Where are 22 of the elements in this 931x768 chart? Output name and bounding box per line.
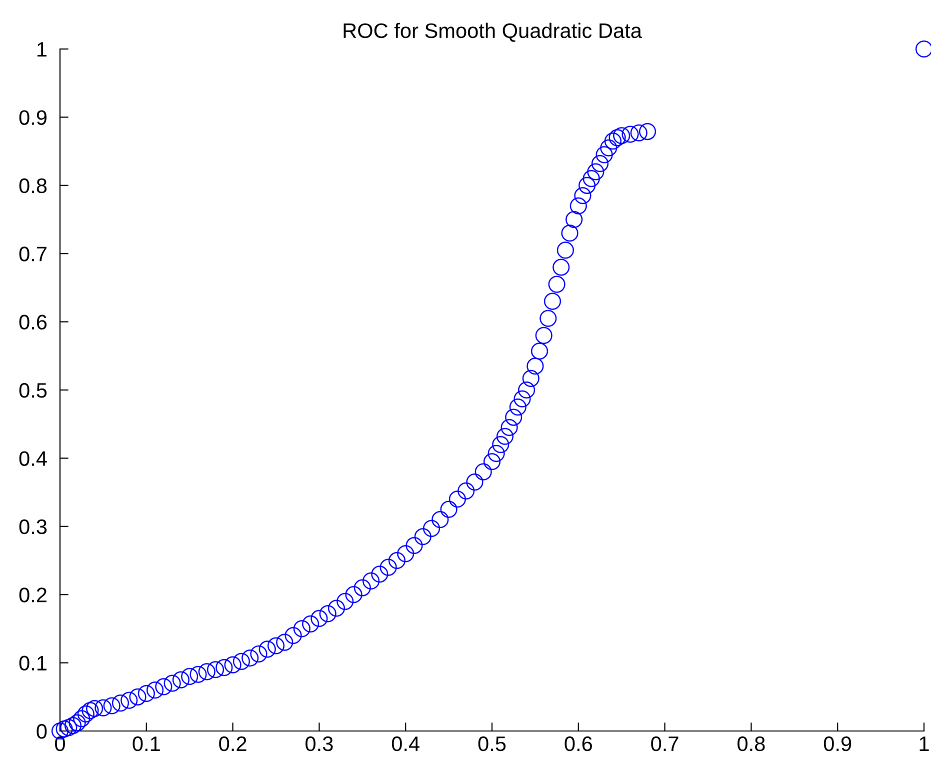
x-tick-label: 0.7	[651, 736, 678, 752]
x-tick-label: 1	[920, 736, 929, 751]
y-tick-label: 0.6	[19, 314, 47, 330]
y-tick-label: 0.5	[19, 383, 47, 398]
x-tick-label: 0.4	[392, 736, 420, 752]
x-tick-label: 0.9	[824, 736, 852, 752]
y-tick-label: 0.8	[19, 178, 47, 194]
x-tick-label: 0.2	[219, 736, 246, 752]
y-tick-label: 0.9	[19, 110, 47, 125]
y-tick-label: 0	[36, 724, 47, 739]
x-tick-label: 0.3	[306, 736, 333, 752]
x-tick-label: 0.1	[132, 736, 160, 752]
y-tick-label: 0.4	[19, 451, 47, 466]
x-tick-label: 0.6	[564, 736, 592, 752]
y-tick-label: 0.2	[19, 588, 46, 602]
y-tick-label: 1	[38, 42, 46, 57]
y-tick-label: 0.1	[19, 656, 46, 671]
y-tick-label: 0.7	[19, 246, 46, 262]
y-tick-label: 0.3	[19, 519, 47, 534]
x-tick-label: 0.5	[478, 736, 506, 752]
chart-title: ROC for Smooth Quadratic Data	[344, 22, 642, 42]
x-tick-label: 0.8	[738, 736, 765, 752]
